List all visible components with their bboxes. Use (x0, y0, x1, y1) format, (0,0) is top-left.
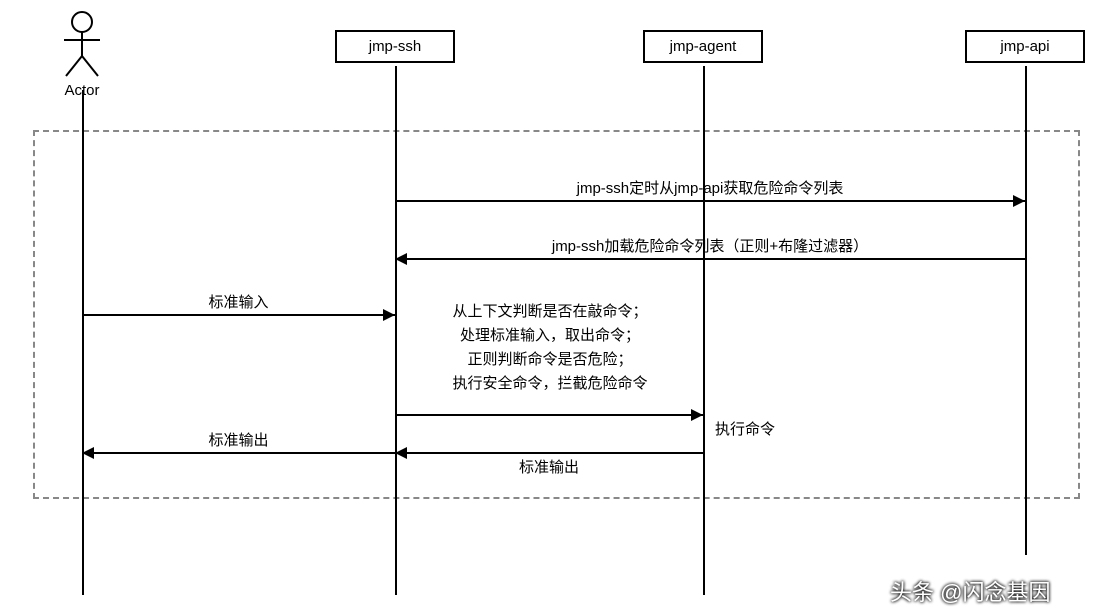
lifeline-jmp-api (1025, 66, 1027, 555)
message-label-0: jmp-ssh定时从jmp-api获取危险命令列表 (395, 177, 1025, 198)
note-line: 正则判断命令是否危险； (420, 348, 680, 372)
note-line: 从上下文判断是否在敲命令； (420, 300, 680, 324)
participant-jmp-agent: jmp-agent (643, 30, 763, 63)
actor-label: Actor (52, 82, 112, 99)
message-line-4 (395, 452, 703, 454)
sequence-diagram: Actor jmp-ssh jmp-agent jmp-api jmp-ssh定时从jm… (0, 0, 1100, 612)
lifeline-jmp-agent (703, 66, 705, 595)
message-label-4: 标准输出 (395, 456, 703, 477)
actor-icon (60, 10, 104, 80)
participant-jmp-ssh: jmp-ssh (335, 30, 455, 63)
note-line: 执行安全命令，拦截危险命令 (420, 372, 680, 396)
message-label-1: jmp-ssh加载危险命令列表（正则+布隆过滤器） (395, 235, 1025, 256)
message-line-0 (395, 200, 1025, 202)
lifeline-actor (82, 90, 84, 595)
message-line-3 (395, 414, 703, 416)
message-label-2: 标准输入 (82, 291, 395, 312)
participant-jmp-api: jmp-api (965, 30, 1085, 63)
processing-note: 从上下文判断是否在敲命令；处理标准输入，取出命令；正则判断命令是否危险；执行安全… (420, 300, 680, 396)
message-label-3: 执行命令 (715, 418, 775, 439)
message-label-5: 标准输出 (82, 429, 395, 450)
lifeline-jmp-ssh (395, 66, 397, 595)
note-line: 处理标准输入，取出命令； (420, 324, 680, 348)
message-arrow-3 (691, 409, 703, 421)
message-line-2 (82, 314, 395, 316)
message-line-5 (82, 452, 395, 454)
message-line-1 (395, 258, 1025, 260)
watermark: 头条 @闪念基因 (890, 575, 1050, 607)
